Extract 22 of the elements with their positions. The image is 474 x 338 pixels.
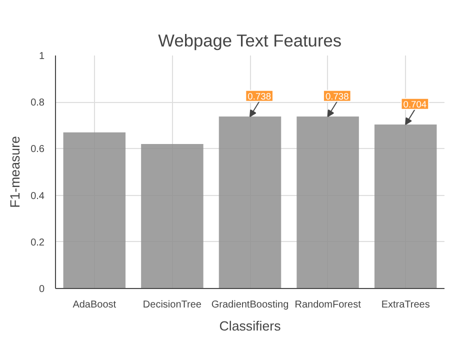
bar — [296, 116, 359, 288]
y-tick-label: 0.4 — [30, 190, 45, 202]
x-tick-label: DecisionTree — [142, 300, 202, 310]
y-axis-title: F1-measure — [8, 136, 23, 208]
y-tick-label: 0 — [38, 284, 45, 295]
data-label: 0.738 — [325, 91, 349, 102]
bar — [141, 144, 204, 288]
y-tick-label: 0.8 — [30, 98, 45, 109]
chart-title: Webpage Text Features — [158, 30, 342, 50]
bar — [374, 124, 437, 288]
x-axis-title: Classifiers — [219, 318, 282, 334]
y-tick-label: 0.6 — [30, 144, 45, 156]
bar — [63, 132, 126, 288]
y-tick-label: 0.2 — [30, 237, 45, 248]
data-label: 0.704 — [403, 99, 427, 110]
x-tick-label: RandomForest — [294, 300, 362, 310]
x-tick-label: GradientBoosting — [211, 300, 289, 310]
x-tick-label: ExtraTrees — [381, 300, 430, 310]
bar — [218, 116, 282, 288]
y-tick-label: 1 — [38, 51, 45, 62]
x-tick-label: AdaBoost — [72, 300, 116, 310]
data-label: 0.738 — [248, 91, 272, 102]
